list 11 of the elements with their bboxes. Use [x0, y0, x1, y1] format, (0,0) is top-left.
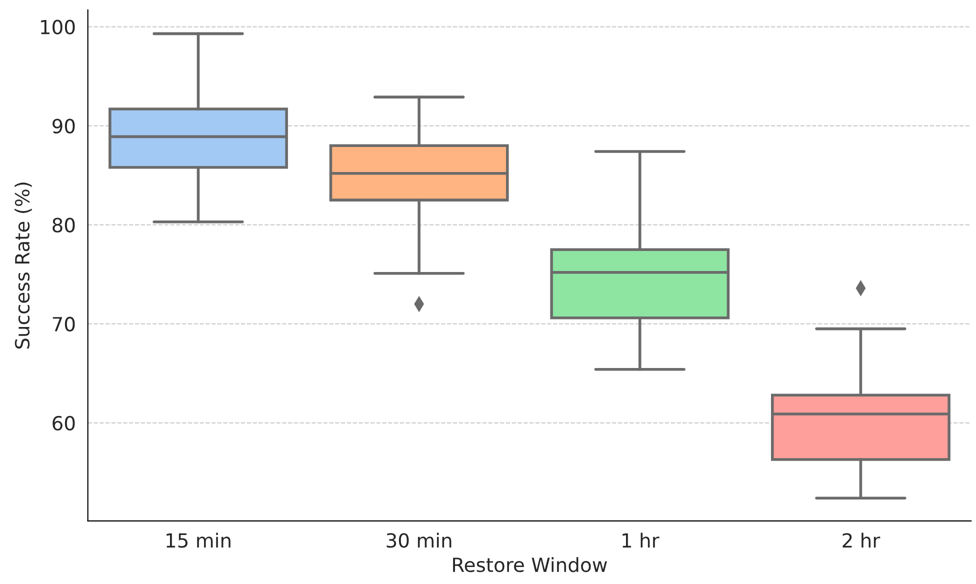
x-tick-label: 2 hr [842, 532, 880, 548]
y-tick-label: 100 [41, 20, 75, 34]
y-tick-label: 70 [52, 316, 75, 332]
x-tick-label: 1 hr [622, 532, 660, 548]
y-tick-label: 80 [52, 218, 75, 232]
x-tick-label: 30 min [386, 532, 452, 548]
y-tick-label: 90 [52, 118, 75, 134]
y-tick-label: 60 [52, 416, 75, 431]
x-tick-label: 15 min [166, 532, 230, 548]
x-axis-title: Restore Window [453, 557, 607, 572]
y-axis-title: Success Rate (%) [14, 182, 32, 349]
